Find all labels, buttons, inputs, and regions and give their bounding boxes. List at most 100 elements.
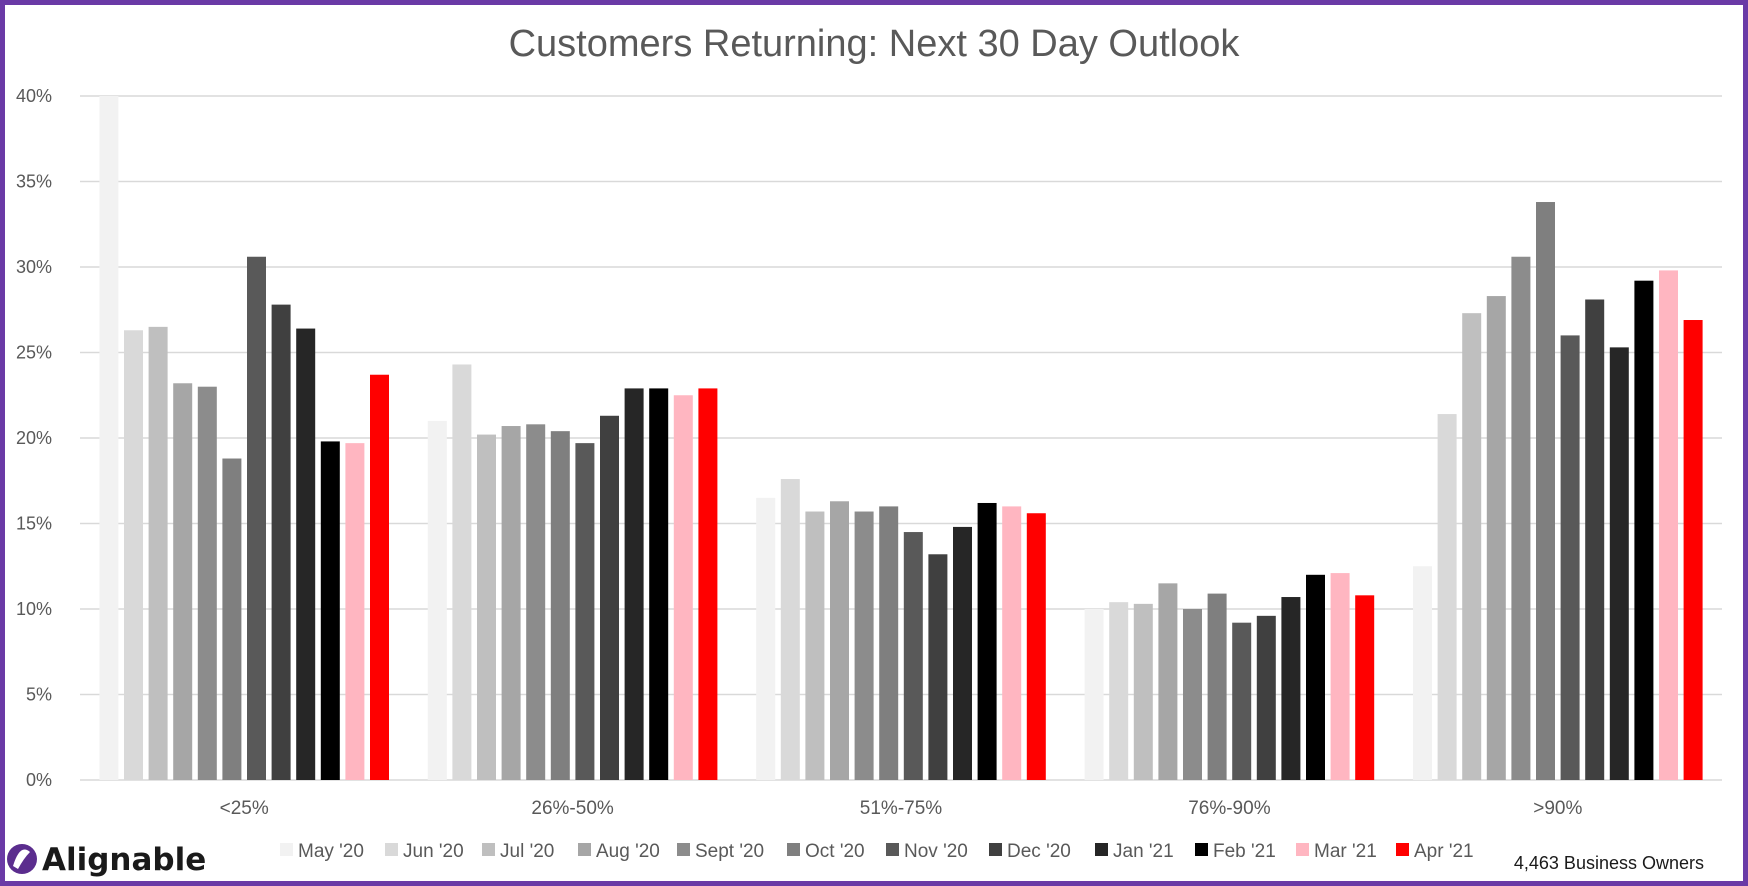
x-category-label: 26%-50% — [531, 798, 613, 819]
legend-swatch — [578, 843, 591, 856]
y-tick-label: 5% — [26, 685, 52, 705]
sample-size-note: 4,463 Business Owners — [1514, 853, 1704, 873]
x-axis-categories: <25% 26%-50% 51%-75% 76%-90% >90% — [220, 798, 1583, 819]
legend: May '20 Jun '20 Jul '20 Aug '20 Sept '20 Oct … — [280, 841, 1474, 862]
bar — [756, 497, 776, 780]
bar — [805, 511, 825, 780]
bar — [600, 415, 619, 780]
bar — [148, 326, 168, 780]
bars — [99, 96, 1703, 780]
bar — [173, 383, 193, 780]
alignable-mark-icon — [7, 844, 37, 874]
legend-label: May '20 — [298, 841, 364, 862]
bar — [99, 96, 119, 780]
legend-label: Aug '20 — [596, 841, 660, 862]
bar — [222, 458, 242, 780]
legend-swatch — [280, 843, 293, 856]
bar — [854, 511, 874, 780]
bar — [452, 364, 472, 780]
legend-label: Apr '21 — [1414, 841, 1474, 862]
bar — [649, 388, 669, 780]
legend-label: Sept '20 — [695, 841, 764, 862]
bar — [1002, 506, 1022, 780]
bar — [1026, 513, 1046, 780]
legend-swatch — [385, 843, 398, 856]
legend-label: Dec '20 — [1007, 841, 1071, 862]
bar — [780, 479, 800, 780]
bar — [1256, 615, 1276, 780]
legend-label: Jul '20 — [500, 841, 554, 862]
legend-label: Mar '21 — [1314, 841, 1377, 862]
bar — [345, 443, 365, 780]
bar — [1084, 609, 1104, 780]
bar — [1183, 609, 1202, 780]
alignable-logo: Alignable — [7, 842, 206, 878]
bar — [830, 501, 849, 780]
legend-swatch — [482, 843, 495, 856]
bar — [1158, 583, 1178, 780]
bar — [1462, 313, 1482, 780]
bar — [698, 388, 718, 780]
legend-swatch — [989, 843, 1002, 856]
bar — [296, 328, 316, 780]
chart-title: Customers Returning: Next 30 Day Outlook — [509, 23, 1241, 65]
bar — [1609, 347, 1629, 780]
legend-swatch — [677, 843, 690, 856]
bar — [1109, 602, 1129, 780]
legend-swatch — [787, 843, 800, 856]
bar — [550, 431, 570, 780]
bar — [1232, 622, 1252, 780]
bar — [903, 532, 923, 780]
bar — [1585, 299, 1605, 780]
bar — [247, 256, 266, 780]
bar — [124, 330, 143, 780]
bar — [1207, 593, 1227, 780]
bar — [370, 374, 389, 780]
bar — [1634, 280, 1654, 780]
bar — [1536, 202, 1555, 780]
bar — [879, 506, 899, 780]
x-category-label: 51%-75% — [860, 798, 942, 819]
y-tick-label: 10% — [16, 599, 52, 619]
legend-swatch — [1095, 843, 1108, 856]
bar — [1437, 414, 1457, 780]
legend-swatch — [1296, 843, 1309, 856]
bar — [526, 424, 546, 780]
legend-swatch — [1396, 843, 1409, 856]
bar — [575, 443, 595, 780]
legend-label: Nov '20 — [904, 841, 968, 862]
y-tick-label: 30% — [16, 257, 52, 277]
legend-label: Jun '20 — [403, 841, 464, 862]
bar — [1683, 320, 1703, 780]
legend-label: Oct '20 — [805, 841, 865, 862]
x-category-label: 76%-90% — [1188, 798, 1270, 819]
y-tick-label: 20% — [16, 428, 52, 448]
bar — [271, 304, 291, 780]
legend-label: Jan '21 — [1113, 841, 1174, 862]
bar — [624, 388, 644, 780]
bar — [1486, 296, 1506, 780]
bar — [501, 426, 521, 780]
bar — [928, 554, 948, 780]
bar — [427, 420, 447, 780]
bar — [1133, 603, 1153, 780]
bar — [1281, 597, 1301, 780]
bar — [320, 441, 340, 780]
bar — [953, 526, 972, 780]
bar — [1330, 573, 1350, 780]
bar — [1560, 335, 1580, 780]
legend-swatch — [886, 843, 899, 856]
bar — [1306, 574, 1325, 780]
bar — [1511, 256, 1531, 780]
legend-label: Feb '21 — [1213, 841, 1276, 862]
bar — [673, 395, 693, 780]
logo-text: Alignable — [42, 842, 206, 878]
y-tick-label: 25% — [16, 343, 52, 363]
x-category-label: <25% — [220, 798, 269, 819]
y-axis-ticks: 0% 5% 10% 15% 20% 25% 30% 35% 40% — [16, 86, 52, 790]
bar — [1413, 566, 1432, 780]
bar — [197, 386, 217, 780]
bar — [1659, 270, 1678, 780]
